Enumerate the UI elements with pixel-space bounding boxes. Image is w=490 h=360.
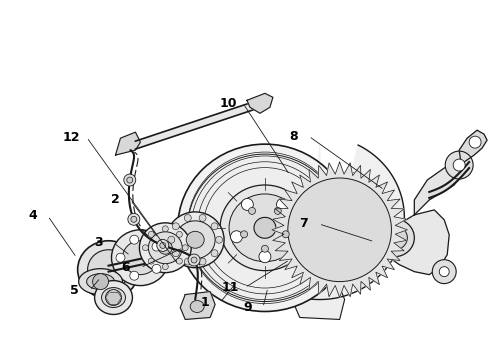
- Circle shape: [439, 267, 449, 276]
- Circle shape: [152, 242, 161, 251]
- Circle shape: [131, 216, 137, 222]
- Circle shape: [199, 215, 206, 221]
- Circle shape: [172, 250, 179, 257]
- Circle shape: [162, 226, 168, 232]
- Ellipse shape: [254, 217, 276, 238]
- Ellipse shape: [95, 280, 132, 315]
- Ellipse shape: [158, 241, 172, 254]
- Circle shape: [148, 231, 154, 237]
- Circle shape: [211, 250, 218, 257]
- Polygon shape: [272, 162, 407, 298]
- Text: 2: 2: [111, 193, 120, 206]
- Polygon shape: [459, 130, 487, 164]
- Circle shape: [130, 235, 139, 244]
- Text: 11: 11: [221, 281, 239, 294]
- Text: 1: 1: [201, 296, 210, 309]
- Ellipse shape: [87, 274, 115, 289]
- Polygon shape: [247, 93, 273, 113]
- Polygon shape: [306, 145, 404, 300]
- Polygon shape: [116, 132, 141, 155]
- Ellipse shape: [166, 212, 224, 268]
- Circle shape: [152, 264, 161, 273]
- Circle shape: [188, 254, 200, 266]
- Circle shape: [116, 253, 125, 262]
- Circle shape: [242, 198, 253, 211]
- Ellipse shape: [178, 144, 352, 311]
- Circle shape: [176, 258, 182, 264]
- Circle shape: [148, 258, 154, 264]
- Ellipse shape: [78, 269, 122, 294]
- Polygon shape: [290, 275, 344, 319]
- Ellipse shape: [101, 288, 125, 307]
- Text: 9: 9: [244, 301, 252, 314]
- Circle shape: [453, 159, 465, 171]
- Text: 8: 8: [290, 130, 298, 143]
- Circle shape: [287, 231, 299, 243]
- Circle shape: [124, 174, 136, 186]
- Ellipse shape: [175, 221, 215, 259]
- Ellipse shape: [374, 219, 415, 257]
- Polygon shape: [429, 162, 469, 198]
- Polygon shape: [180, 292, 215, 319]
- Ellipse shape: [190, 301, 204, 312]
- Circle shape: [130, 271, 139, 280]
- Circle shape: [276, 198, 289, 211]
- Text: 7: 7: [299, 217, 308, 230]
- Circle shape: [168, 236, 175, 243]
- Circle shape: [259, 251, 271, 263]
- Circle shape: [182, 245, 188, 251]
- Circle shape: [128, 213, 140, 225]
- Ellipse shape: [220, 185, 310, 271]
- Ellipse shape: [382, 226, 407, 250]
- Text: 12: 12: [63, 131, 80, 144]
- Circle shape: [445, 151, 473, 179]
- Circle shape: [191, 257, 197, 263]
- Polygon shape: [379, 210, 449, 275]
- Polygon shape: [415, 162, 464, 215]
- Circle shape: [199, 258, 206, 265]
- Circle shape: [432, 260, 456, 284]
- Circle shape: [274, 207, 281, 214]
- Circle shape: [230, 231, 243, 243]
- Text: 5: 5: [70, 284, 79, 297]
- Circle shape: [143, 245, 148, 251]
- Ellipse shape: [140, 223, 191, 273]
- Ellipse shape: [148, 232, 182, 264]
- Ellipse shape: [229, 194, 301, 262]
- Circle shape: [184, 215, 191, 221]
- Circle shape: [93, 274, 108, 289]
- Circle shape: [262, 245, 269, 252]
- Ellipse shape: [288, 178, 392, 282]
- Circle shape: [162, 264, 168, 270]
- Circle shape: [469, 136, 481, 148]
- Circle shape: [241, 231, 247, 238]
- Circle shape: [127, 177, 133, 183]
- Circle shape: [184, 258, 191, 265]
- Circle shape: [211, 223, 218, 230]
- Text: 6: 6: [121, 261, 130, 274]
- Text: 3: 3: [94, 236, 103, 249]
- Ellipse shape: [77, 241, 140, 298]
- Text: 10: 10: [220, 97, 237, 110]
- Ellipse shape: [122, 241, 158, 275]
- Circle shape: [157, 239, 169, 251]
- Polygon shape: [108, 242, 220, 272]
- Ellipse shape: [112, 230, 169, 285]
- Circle shape: [248, 207, 255, 214]
- Circle shape: [216, 236, 222, 243]
- Text: 4: 4: [28, 210, 37, 222]
- Circle shape: [282, 231, 289, 238]
- Circle shape: [176, 231, 182, 237]
- Ellipse shape: [188, 154, 342, 302]
- Ellipse shape: [88, 250, 129, 289]
- Circle shape: [172, 223, 179, 230]
- Circle shape: [160, 242, 166, 248]
- Ellipse shape: [186, 231, 204, 248]
- Polygon shape: [135, 101, 255, 149]
- Circle shape: [105, 289, 122, 306]
